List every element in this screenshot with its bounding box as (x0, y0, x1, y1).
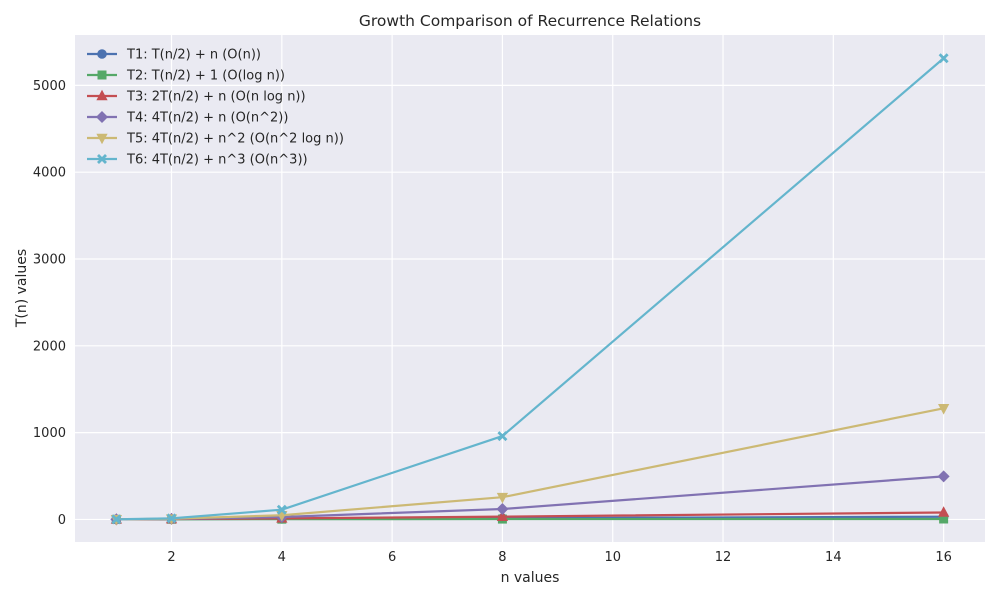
y-tick-label: 2000 (33, 339, 66, 354)
legend-item: T1: T(n/2) + n (O(n)) (87, 48, 261, 63)
data-point (497, 431, 508, 442)
x-axis-ticks: 2 4 6 8 10 12 14 16 (167, 550, 952, 565)
legend-marker (96, 133, 108, 145)
data-point (166, 513, 177, 524)
data-point (276, 504, 287, 515)
legend-label: T6: 4T(n/2) + n^3 (O(n^3)) (126, 153, 308, 168)
legend-item: T2: T(n/2) + 1 (O(log n)) (87, 69, 285, 84)
y-axis-label: T(n) values (14, 249, 30, 328)
x-tick-label: 8 (498, 550, 506, 565)
data-point (111, 514, 122, 525)
y-tick-label: 3000 (33, 252, 66, 267)
data-point (937, 470, 950, 483)
y-tick-label: 0 (58, 513, 66, 528)
data-point (938, 404, 950, 415)
x-tick-label: 4 (278, 550, 286, 565)
legend: T1: T(n/2) + n (O(n)) T2: T(n/2) + 1 (O(l… (87, 48, 344, 168)
data-point (496, 492, 509, 504)
legend-label: T3: 2T(n/2) + n (O(n log n)) (126, 90, 306, 105)
data-point (938, 506, 950, 517)
legend-marker (97, 49, 107, 59)
legend-item: T6: 4T(n/2) + n^3 (O(n^3)) (87, 153, 308, 168)
legend-label: T4: 4T(n/2) + n (O(n^2)) (126, 111, 288, 126)
series-layer (110, 53, 950, 526)
data-point (496, 510, 509, 521)
y-tick-label: 4000 (33, 166, 66, 181)
legend-label: T2: T(n/2) + 1 (O(log n)) (126, 69, 285, 84)
x-tick-label: 14 (825, 550, 842, 565)
legend-item: T4: 4T(n/2) + n (O(n^2)) (87, 111, 288, 126)
legend-marker (95, 110, 109, 124)
legend-item: T3: 2T(n/2) + n (O(n log n)) (87, 90, 306, 105)
data-point (938, 53, 949, 64)
chart-title: Growth Comparison of Recurrence Relation… (359, 12, 701, 30)
y-tick-label: 5000 (33, 79, 66, 94)
legend-label: T5: 4T(n/2) + n^2 (O(n^2 log n)) (126, 132, 344, 147)
y-axis-ticks: 0 1000 2000 3000 4000 5000 (33, 79, 66, 528)
x-tick-label: 16 (935, 550, 952, 565)
y-tick-label: 1000 (33, 426, 66, 441)
legend-marker (96, 89, 108, 101)
legend-marker (97, 154, 107, 164)
x-tick-label: 6 (388, 550, 396, 565)
x-axis-label: n values (501, 570, 560, 586)
series-6 (111, 53, 949, 525)
x-tick-label: 10 (604, 550, 621, 565)
legend-marker (97, 70, 107, 80)
legend-label: T1: T(n/2) + n (O(n)) (126, 48, 261, 63)
x-tick-label: 2 (167, 550, 175, 565)
legend-item: T5: 4T(n/2) + n^2 (O(n^2 log n)) (87, 132, 344, 147)
data-point (496, 503, 509, 516)
x-tick-label: 12 (715, 550, 732, 565)
